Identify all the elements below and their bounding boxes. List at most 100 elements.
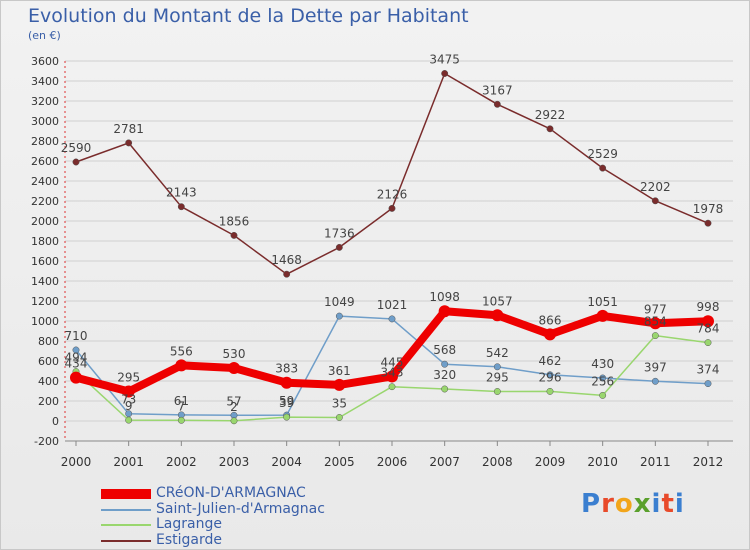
data-label: 397	[644, 360, 667, 374]
x-tick-label: 2011	[640, 455, 671, 469]
data-label: 39	[279, 396, 294, 410]
data-point	[493, 388, 501, 395]
data-point	[441, 70, 449, 77]
y-tick-label: 3400	[31, 75, 59, 88]
data-label: 7	[178, 399, 186, 413]
data-point	[283, 270, 291, 278]
data-label: 1049	[324, 295, 355, 309]
data-label: 9	[125, 399, 133, 413]
data-label: 430	[591, 357, 614, 371]
data-label: 568	[433, 343, 456, 357]
data-label: 977	[644, 302, 667, 316]
data-label: 2143	[166, 186, 197, 200]
y-tick-label: 1400	[31, 275, 59, 288]
data-point	[599, 391, 607, 399]
data-label: 73	[121, 393, 136, 407]
y-tick-label: 0	[52, 415, 59, 428]
data-point	[72, 346, 80, 354]
data-point	[651, 332, 659, 340]
data-label: 295	[486, 371, 509, 385]
x-tick-label: 2002	[166, 455, 197, 469]
x-tick-label: 2008	[482, 455, 513, 469]
legend-label: CRéON-D'ARMAGNAC	[156, 485, 306, 501]
data-label: 434	[65, 357, 88, 371]
data-point	[596, 309, 609, 322]
data-label: 1736	[324, 226, 355, 240]
data-label: 998	[697, 300, 720, 314]
x-tick-label: 2005	[324, 455, 355, 469]
data-label: 35	[332, 397, 347, 411]
data-point	[546, 371, 554, 379]
data-point	[649, 317, 662, 330]
x-tick-label: 2009	[535, 455, 566, 469]
y-tick-label: 200	[38, 395, 59, 408]
data-point	[228, 362, 240, 374]
data-point	[230, 231, 238, 239]
data-label: 59	[279, 394, 294, 408]
data-label: 320	[433, 368, 456, 382]
data-point	[230, 417, 238, 425]
legend-swatch	[101, 508, 151, 511]
data-point	[125, 416, 133, 424]
data-point	[72, 158, 80, 166]
data-point	[388, 204, 396, 212]
y-tick-label: 2400	[31, 175, 59, 188]
data-point	[702, 315, 714, 328]
data-point	[441, 360, 449, 368]
x-tick-label: 2000	[61, 455, 92, 469]
y-tick-label: -200	[34, 435, 59, 448]
legend-label: Saint-Julien-d'Armagnac	[156, 500, 325, 517]
data-label: 2922	[535, 108, 566, 122]
data-label: 3475	[429, 53, 460, 67]
legend-swatch	[101, 524, 151, 526]
data-label: 854	[644, 315, 667, 329]
data-label: 2590	[61, 141, 92, 155]
data-label: 556	[170, 344, 193, 358]
legend-swatch	[101, 489, 151, 499]
x-tick-label: 2010	[587, 455, 618, 469]
legend-label: Lagrange	[156, 516, 222, 532]
data-label: 295	[117, 371, 140, 385]
data-label: 1098	[429, 290, 460, 304]
y-tick-label: 400	[38, 375, 59, 388]
data-point	[704, 219, 712, 227]
data-label: 445	[381, 356, 404, 370]
data-point	[335, 312, 343, 320]
data-point	[544, 328, 556, 341]
data-label: 542	[486, 346, 509, 360]
data-label: 2	[230, 400, 238, 414]
x-tick-label: 2006	[377, 455, 408, 469]
data-label: 494	[65, 351, 88, 365]
data-label: 61	[174, 394, 189, 408]
x-tick-label: 2001	[113, 455, 144, 469]
data-point	[493, 100, 501, 108]
data-label: 1057	[482, 294, 513, 308]
y-tick-label: 1200	[31, 295, 59, 308]
data-label: 374	[697, 363, 720, 377]
data-label: 296	[539, 370, 562, 384]
data-point	[335, 414, 343, 421]
y-tick-label: 2600	[31, 155, 59, 168]
data-label: 1978	[693, 202, 724, 216]
data-point	[546, 125, 554, 133]
data-point	[704, 339, 712, 347]
data-point	[386, 370, 398, 383]
data-point	[388, 315, 396, 323]
y-tick-label: 1800	[31, 235, 59, 248]
data-point	[280, 376, 293, 389]
y-tick-label: 3200	[31, 95, 59, 108]
data-point	[177, 203, 185, 211]
y-tick-label: 800	[38, 335, 59, 348]
data-label: 2781	[113, 122, 144, 136]
data-label: 784	[697, 322, 720, 336]
x-tick-label: 2007	[429, 455, 460, 469]
data-point	[335, 243, 343, 251]
data-label: 57	[226, 394, 241, 408]
data-point	[70, 371, 82, 384]
data-point	[651, 197, 659, 205]
data-point	[599, 164, 607, 172]
chart-title: Evolution du Montant de la Dette par Hab…	[28, 5, 469, 27]
grid-lines	[65, 60, 733, 442]
data-point	[704, 380, 712, 388]
